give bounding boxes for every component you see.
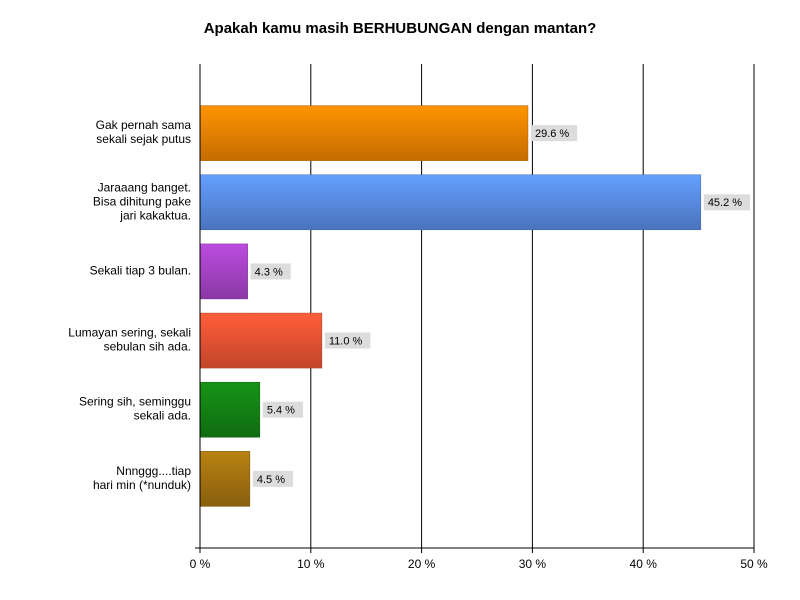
x-tick-label: 50 %	[740, 557, 768, 571]
y-tick-label: Lumayan sering, sekali sebulan sih ada.	[68, 326, 191, 354]
value-label: 11.0 %	[329, 335, 363, 347]
y-tick-label: Jaraaang banget. Bisa dihitung pake jari k…	[93, 180, 191, 222]
y-tick-label: Nnnggg....tiap hari min (*nunduk)	[93, 464, 191, 492]
x-tick-label: 30 %	[519, 557, 547, 571]
bar	[199, 451, 251, 507]
x-tick-label: 40 %	[630, 557, 658, 571]
value-label-bg	[252, 470, 294, 487]
chart-title: Apakah kamu masih BERHUBUNGAN dengan man…	[204, 20, 597, 37]
y-tick-label: Gak pernah sama sekali sejak putus	[96, 118, 192, 146]
value-label: 5.4 %	[267, 405, 295, 417]
x-tick-label: 20 %	[408, 557, 436, 571]
x-tick-label: 10 %	[297, 557, 325, 571]
value-label: 45.2 %	[708, 197, 742, 209]
bar	[199, 312, 323, 369]
bar	[199, 174, 702, 231]
value-label-bg	[530, 125, 578, 142]
value-label: 4.5 %	[257, 474, 285, 486]
value-label-bg	[262, 401, 303, 418]
value-label-bg	[703, 194, 751, 211]
bar	[199, 381, 261, 438]
x-tick-label: 0 %	[190, 557, 211, 571]
value-label-bg	[250, 263, 291, 280]
bar	[199, 105, 529, 161]
value-label: 29.6 %	[535, 128, 569, 140]
value-label: 4.3 %	[255, 266, 283, 278]
y-tick-label: Sering sih, seminggu sekali ada.	[79, 395, 191, 423]
bar	[199, 243, 248, 300]
value-label-bg	[324, 332, 371, 349]
y-tick-label: Sekali tiap 3 bulan.	[90, 264, 191, 278]
